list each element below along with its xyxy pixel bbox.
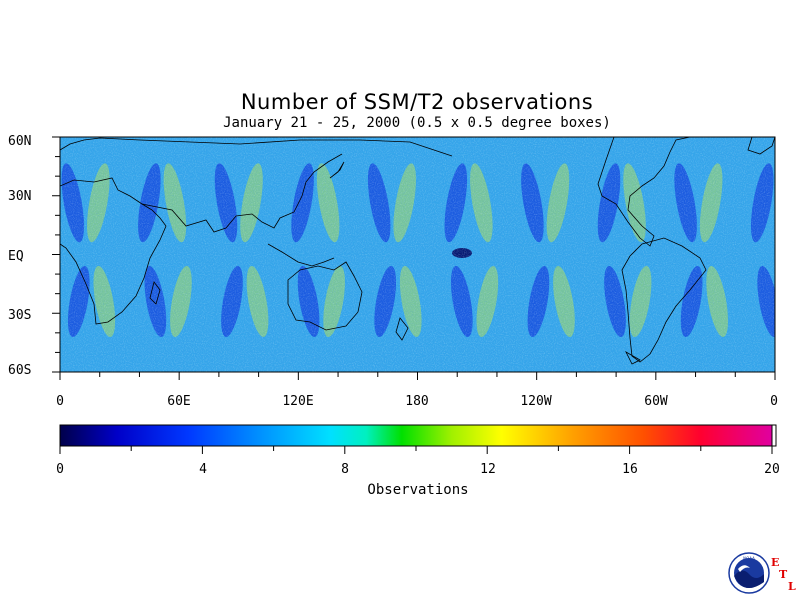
- lon-label-120w: 120W: [520, 394, 552, 409]
- noaa-logo: NOAA: [728, 552, 770, 594]
- axis-ticks: [52, 136, 776, 380]
- lon-label-0: 0: [56, 394, 64, 409]
- coast-eurasia-north: [60, 137, 453, 157]
- lat-label-30n: 30N: [8, 189, 32, 204]
- logo-letter-t: T: [779, 568, 788, 581]
- coast-south-america: [621, 237, 707, 363]
- colorbar-label-0: 0: [56, 462, 64, 477]
- colorbar-title: Observations: [367, 482, 469, 498]
- lon-label-120e: 120E: [282, 394, 314, 409]
- speckle-dark: [60, 137, 775, 372]
- lat-label-eq: EQ: [8, 249, 24, 264]
- svg-text:NOAA: NOAA: [743, 556, 755, 561]
- colorbar-label-4: 4: [199, 462, 207, 477]
- colorbar-end-cap: [771, 424, 777, 447]
- colorbar-label-12: 12: [480, 462, 496, 477]
- logo-letter-l: L: [788, 580, 796, 593]
- coastlines: [60, 137, 775, 365]
- coast-north-america: [597, 137, 691, 247]
- coast-new-zealand: [395, 317, 409, 341]
- coast-tierra-del-fuego: [625, 350, 641, 365]
- lon-label-0-end: 0: [770, 394, 778, 409]
- coast-indonesia: [267, 243, 335, 267]
- lon-label-60w: 60W: [644, 394, 668, 409]
- coast-africa: [60, 177, 167, 325]
- colorbar-label-20: 20: [764, 462, 780, 477]
- lon-label-180: 180: [405, 394, 429, 409]
- coast-greenland: [747, 137, 775, 155]
- coast-japan: [329, 161, 345, 179]
- lon-label-60e: 60E: [167, 394, 191, 409]
- observation-heatmap: [60, 137, 775, 372]
- lat-label-60n: 60N: [8, 134, 32, 149]
- colorbar-ticks: [59, 446, 773, 454]
- lat-label-60s: 60S: [8, 363, 32, 378]
- coast-madagascar: [149, 281, 161, 305]
- chart-title: Number of SSM/T2 observations: [240, 90, 594, 114]
- lat-label-30s: 30S: [8, 308, 32, 323]
- logo-letter-e: E: [771, 556, 780, 569]
- colorbar-label-8: 8: [341, 462, 349, 477]
- coast-south-asia: [141, 153, 343, 233]
- coast-australia: [287, 261, 363, 331]
- chart-subtitle: January 21 - 25, 2000 (0.5 x 0.5 degree …: [223, 115, 611, 131]
- colorbar-label-16: 16: [622, 462, 638, 477]
- colorbar: [59, 424, 773, 447]
